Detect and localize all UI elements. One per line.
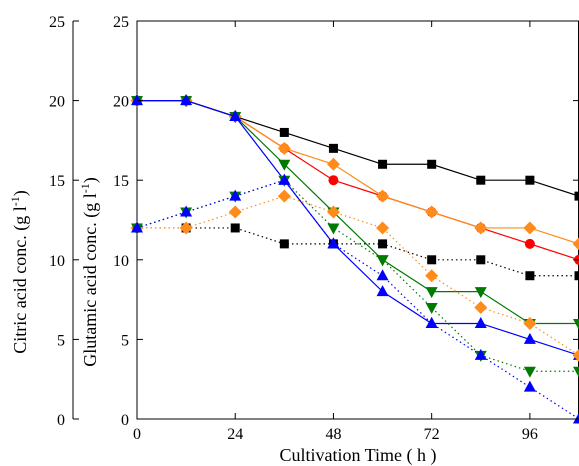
series-8 <box>131 173 579 424</box>
data-point-square <box>378 159 388 169</box>
citric-y-tick-label: 25 <box>49 14 65 31</box>
glutamic-y-tick-label: 20 <box>113 94 129 111</box>
data-point-diamond <box>572 237 579 251</box>
data-point-circle <box>524 238 535 249</box>
data-point-square <box>230 223 240 233</box>
data-point-triangle-up <box>425 316 438 328</box>
data-point-square <box>574 191 579 201</box>
series-layer <box>130 94 579 424</box>
citric-y-tick-label: 20 <box>49 94 65 111</box>
series-5 <box>132 223 579 281</box>
data-point-diamond <box>326 205 340 219</box>
series-line <box>137 99 579 197</box>
data-point-triangle-up <box>180 94 193 106</box>
glutamic-y-tick-label: 25 <box>113 14 129 31</box>
data-point-triangle-up <box>376 269 389 281</box>
data-point-square <box>476 255 486 265</box>
x-tick-label: 0 <box>133 426 141 443</box>
data-point-square <box>279 127 289 137</box>
glutamic-y-tick-label: 5 <box>121 332 129 349</box>
data-point-triangle-up <box>573 412 579 424</box>
data-point-triangle-up <box>474 348 487 360</box>
tick-layer: 0 5 10 15 20 25 0 24 48 72 96 <box>113 14 579 443</box>
series-line <box>136 179 579 420</box>
x-tick-label: 24 <box>227 426 243 443</box>
citric-acid-axis: 0 5 10 15 20 25 <box>49 14 79 429</box>
data-point-triangle-up <box>376 285 389 297</box>
data-point-triangle-up <box>523 332 536 344</box>
data-point-triangle-down <box>425 287 438 299</box>
glutamic-y-tick-label: 15 <box>113 173 129 190</box>
citric-y-tick-label: 0 <box>57 412 65 429</box>
series-3 <box>131 96 579 330</box>
citric-acid-axis-title: Citric acid conc. (g l-1) <box>8 190 31 353</box>
data-point-diamond <box>376 189 390 203</box>
data-point-circle <box>328 175 339 186</box>
data-point-diamond <box>326 157 340 171</box>
data-point-square <box>574 271 579 281</box>
series-line <box>137 99 579 325</box>
data-point-triangle-up <box>131 94 143 106</box>
data-point-triangle-up <box>229 110 242 122</box>
data-point-square <box>476 175 486 185</box>
data-point-triangle-up <box>278 173 291 185</box>
x-tick-label: 96 <box>522 426 538 443</box>
data-point-triangle-down <box>573 366 579 378</box>
data-point-square <box>427 255 437 265</box>
data-point-diamond <box>179 221 193 235</box>
data-point-triangle-down <box>474 287 487 299</box>
data-point-triangle-up <box>474 316 487 328</box>
x-tick-label: 48 <box>325 426 341 443</box>
data-point-diamond <box>425 205 439 219</box>
series-line <box>137 99 579 245</box>
data-point-triangle-up <box>229 189 242 201</box>
data-point-diamond <box>572 348 579 362</box>
data-point-diamond <box>228 205 242 219</box>
data-point-diamond <box>376 221 390 235</box>
data-point-square <box>525 175 535 185</box>
data-point-triangle-up <box>131 221 143 233</box>
series-line <box>136 179 579 372</box>
data-point-diamond <box>523 316 537 330</box>
data-point-diamond <box>277 141 291 155</box>
data-point-diamond <box>523 221 537 235</box>
series-6 <box>130 189 579 362</box>
data-point-triangle-down <box>425 303 438 315</box>
series-2 <box>130 94 579 251</box>
data-point-square <box>279 239 289 249</box>
series-7 <box>131 175 579 378</box>
data-point-triangle-down <box>327 223 340 235</box>
data-point-triangle-up <box>523 380 536 392</box>
citric-y-tick-label: 5 <box>57 332 65 349</box>
data-point-square <box>378 239 388 249</box>
data-point-triangle-up <box>327 237 340 249</box>
data-point-square <box>427 159 437 169</box>
series-4 <box>131 94 579 360</box>
series-line <box>137 227 579 277</box>
glutamic-acid-axis-title: Glutamic acid conc. (g l-1) <box>78 177 101 366</box>
data-point-square <box>525 271 535 281</box>
data-point-triangle-down <box>573 318 579 330</box>
citric-y-tick-label: 10 <box>49 253 65 270</box>
series-0 <box>132 96 579 201</box>
glutamic-y-tick-label: 10 <box>113 253 129 270</box>
data-point-triangle-up <box>180 205 193 217</box>
series-line <box>137 195 579 356</box>
data-point-diamond <box>474 221 488 235</box>
glutamic-y-tick-label: 0 <box>121 412 129 429</box>
x-axis-title: Cultivation Time ( h ) <box>279 445 436 466</box>
citric-y-tick-label: 15 <box>49 173 65 190</box>
data-point-diamond <box>425 269 439 283</box>
series-line <box>137 99 579 356</box>
data-point-triangle-down <box>278 159 291 171</box>
x-tick-label: 72 <box>424 426 440 443</box>
data-point-square <box>328 143 338 153</box>
data-point-triangle-down <box>376 255 389 267</box>
data-point-diamond <box>277 189 291 203</box>
data-point-triangle-down <box>523 366 536 378</box>
data-point-diamond <box>474 301 488 315</box>
